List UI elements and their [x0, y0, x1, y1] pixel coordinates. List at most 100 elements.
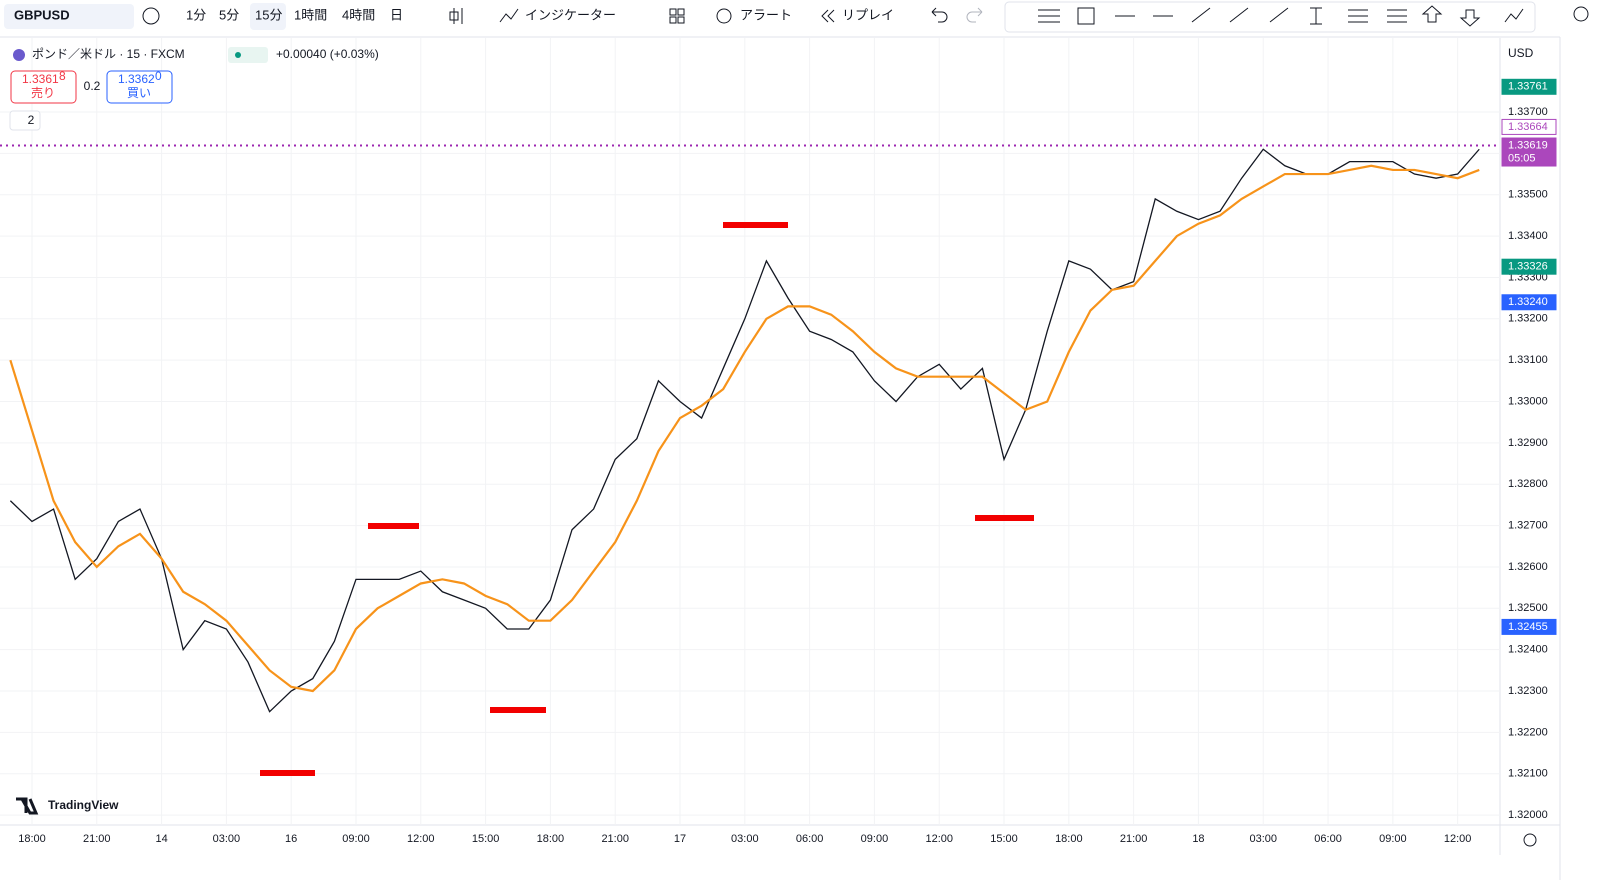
level-marker — [490, 707, 546, 713]
drawing-toolbar — [1004, 1, 1536, 33]
indicator-icon[interactable] — [499, 8, 519, 23]
x-tick-label: 03:00 — [731, 833, 759, 845]
layout-icon — [677, 8, 685, 16]
symbol-box[interactable] — [4, 4, 134, 29]
sell-price-small: 8 — [59, 69, 66, 83]
market-open-dot — [235, 52, 241, 58]
level-marker — [260, 770, 315, 776]
x-tick-label: 18:00 — [537, 833, 565, 845]
price-label-box — [1501, 294, 1557, 311]
y-tick-label: 1.32700 — [1508, 519, 1548, 531]
buy-price: 1.3362 — [118, 72, 155, 86]
grid — [0, 38, 1500, 825]
sell-label: 売り — [31, 85, 55, 100]
indicator-toggle[interactable] — [9, 110, 41, 131]
x-tick-label: 09:00 — [1379, 833, 1407, 845]
annotations — [260, 222, 1034, 776]
undo[interactable] — [931, 7, 948, 23]
price-label: 1.33326 — [1508, 261, 1548, 273]
alert-button[interactable]: アラート — [740, 7, 792, 22]
active-interval — [250, 3, 286, 30]
status-badge — [228, 47, 268, 63]
price-label-box — [1501, 618, 1557, 635]
y-tick-label: 1.32800 — [1508, 478, 1548, 490]
currency[interactable]: USD — [1508, 46, 1534, 60]
interval[interactable]: 5分 — [219, 7, 239, 22]
interval[interactable]: 4時間 — [342, 7, 375, 22]
layout-icon — [669, 16, 677, 24]
search-icon[interactable] — [1573, 6, 1589, 22]
replay-button[interactable]: リプレイ — [842, 7, 894, 22]
x-tick-label: 16 — [285, 833, 297, 845]
y-tick-label: 1.33000 — [1508, 395, 1548, 407]
x-tick-label: 18:00 — [1055, 833, 1083, 845]
chart-type-icon[interactable] — [449, 8, 463, 24]
y-tick-label: 1.33500 — [1508, 189, 1548, 201]
x-tick-label: 21:00 — [83, 833, 111, 845]
sell-price: 1.3361 — [22, 72, 59, 86]
indicator-count: 2 — [28, 113, 35, 127]
buy-price-small: 0 — [155, 69, 162, 83]
level-marker — [368, 523, 419, 529]
price-label-box — [1501, 258, 1557, 275]
y-tick-label: 1.32600 — [1508, 561, 1548, 573]
x-tick-label: 21:00 — [1120, 833, 1148, 845]
interval[interactable]: 日 — [390, 7, 403, 22]
y-tick-label: 1.32900 — [1508, 437, 1548, 449]
level-marker — [723, 222, 788, 228]
add-symbol[interactable] — [142, 7, 160, 25]
interval[interactable]: 1分 — [186, 7, 206, 22]
y-tick-label: 1.32100 — [1508, 768, 1548, 780]
layout-icon — [677, 16, 685, 24]
sell-button[interactable] — [10, 70, 77, 104]
x-tick-label: 15:00 — [472, 833, 500, 845]
price-label-box — [1501, 78, 1557, 95]
y-tick-label: 1.33400 — [1508, 230, 1548, 242]
price-label: 1.33664 — [1508, 121, 1548, 133]
x-tick-label: 15:00 — [990, 833, 1018, 845]
interval[interactable]: 15分 — [255, 7, 282, 22]
x-tick-label: 12:00 — [925, 833, 953, 845]
buy-button[interactable] — [106, 70, 173, 104]
price-label: 1.33240 — [1508, 296, 1548, 308]
price-label: 1.33761 — [1508, 81, 1548, 93]
brand-logo — [16, 797, 39, 815]
y-tick-label: 1.32500 — [1508, 602, 1548, 614]
price-label: 1.33619 — [1508, 139, 1548, 151]
x-tick-label: 18 — [1192, 833, 1204, 845]
alert-icon[interactable] — [716, 8, 732, 24]
plot — [0, 144, 1500, 713]
x-tick-label: 03:00 — [213, 833, 241, 845]
x-tick-label: 03:00 — [1249, 833, 1277, 845]
price-line — [9, 148, 1480, 713]
interval[interactable]: 1時間 — [294, 7, 327, 22]
layout-icon[interactable] — [669, 8, 677, 16]
replay-icon[interactable] — [821, 9, 835, 23]
y-tick-label: 1.32200 — [1508, 726, 1548, 738]
y-tick-label: 1.32400 — [1508, 644, 1548, 656]
y-tick-label: 1.32300 — [1508, 685, 1548, 697]
x-tick-label: 09:00 — [342, 833, 370, 845]
drawing-tools[interactable] — [1038, 5, 1524, 27]
y-tick-label: 1.32000 — [1508, 809, 1548, 821]
price-line — [9, 164, 1480, 693]
indicators-button[interactable]: インジケーター — [525, 7, 616, 22]
x-tick-label: 06:00 — [1314, 833, 1342, 845]
x-tick-label: 18:00 — [18, 833, 46, 845]
countdown: 05:05 — [1508, 152, 1536, 164]
symbol: GBPUSD — [14, 7, 70, 22]
x-tick-label: 21:00 — [601, 833, 629, 845]
settings-icon[interactable] — [1523, 833, 1537, 847]
x-tick-label: 12:00 — [407, 833, 435, 845]
level-marker — [975, 515, 1034, 521]
y-tick-label: 1.33700 — [1508, 106, 1548, 118]
legend-title: ポンド／米ドル · 15 · FXCM — [32, 47, 185, 61]
x-tick-label: 14 — [155, 833, 167, 845]
redo[interactable] — [966, 7, 983, 23]
y-tick-label: 1.33200 — [1508, 313, 1548, 325]
x-tick-label: 12:00 — [1444, 833, 1472, 845]
x-tick-label: 06:00 — [796, 833, 824, 845]
price-label-box — [1501, 118, 1557, 135]
